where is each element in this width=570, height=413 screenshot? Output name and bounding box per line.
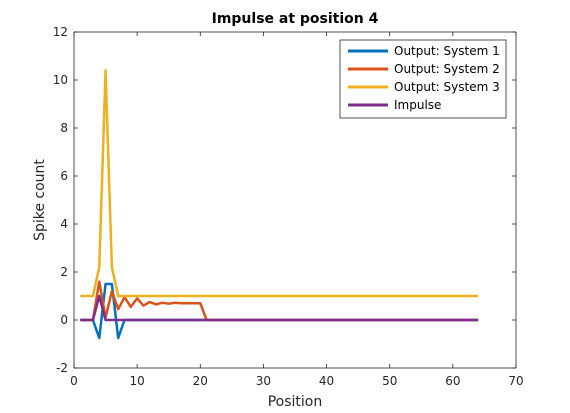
y-tick-label: 10 (53, 73, 68, 87)
x-axis-label: Position (268, 394, 323, 410)
legend-label-1: Output: System 1 (394, 44, 500, 58)
series-line-3 (80, 69, 479, 298)
x-tick-label: 0 (70, 374, 78, 388)
x-tick-label: 30 (256, 374, 271, 388)
legend-label-2: Output: System 2 (394, 62, 500, 76)
series-line-2 (80, 280, 479, 322)
chart-title: Impulse at position 4 (212, 11, 379, 27)
y-axis-label: Spike count (32, 159, 48, 241)
x-tick-label: 70 (508, 374, 523, 388)
legend-label-3: Output: System 3 (394, 80, 500, 94)
y-tick-label: 0 (60, 313, 68, 327)
y-tick-label: 6 (60, 169, 68, 183)
series-line-4 (80, 294, 479, 322)
x-tick-label: 60 (445, 374, 460, 388)
y-tick-label: -2 (56, 361, 68, 375)
x-tick-label: 50 (382, 374, 397, 388)
x-tick-label: 10 (130, 374, 145, 388)
x-tick-label: 20 (193, 374, 208, 388)
y-tick-label: 4 (60, 217, 68, 231)
x-tick-label: 40 (319, 374, 334, 388)
y-tick-label: 8 (60, 121, 68, 135)
y-tick-label: 12 (53, 25, 68, 39)
legend-label-4: Impulse (394, 98, 441, 112)
y-tick-label: 2 (60, 265, 68, 279)
